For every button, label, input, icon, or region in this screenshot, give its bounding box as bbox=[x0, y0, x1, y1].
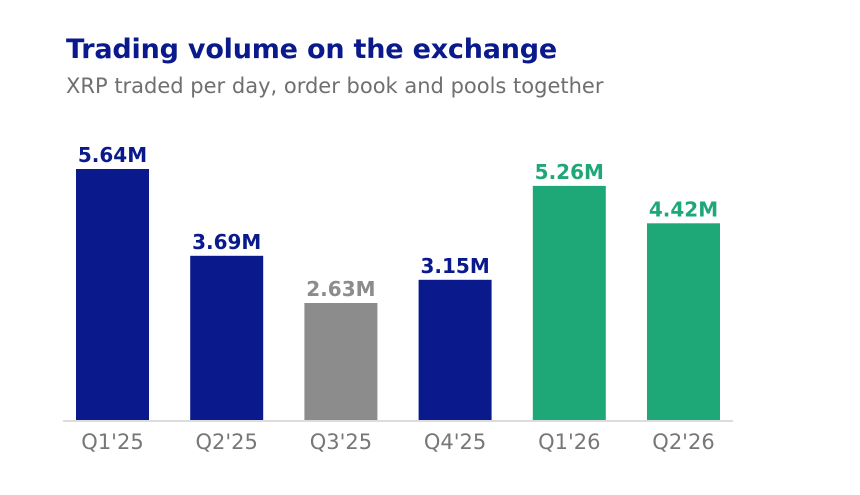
chart-subtitle: XRP traded per day, order book and pools… bbox=[66, 74, 604, 98]
bar-0 bbox=[76, 169, 149, 420]
labels-layer: 5.64M Q1'25 3.69M Q2'25 2.63M Q3'25 3.15M Q4'25… bbox=[78, 143, 718, 454]
bar-5 bbox=[647, 223, 720, 420]
data-label-0: 5.64M bbox=[78, 143, 147, 167]
x-tick-label-2: Q3'25 bbox=[310, 430, 372, 454]
data-label-3: 3.15M bbox=[420, 254, 489, 278]
bar-2 bbox=[304, 303, 378, 420]
chart-title: Trading volume on the exchange bbox=[66, 34, 558, 65]
bar-1 bbox=[190, 255, 264, 420]
data-label-5: 4.42M bbox=[649, 197, 718, 221]
data-label-4: 5.26M bbox=[535, 160, 604, 184]
bars-layer bbox=[76, 169, 720, 420]
x-tick-label-1: Q2'25 bbox=[196, 430, 258, 454]
bar-4 bbox=[532, 185, 606, 420]
x-tick-label-5: Q2'26 bbox=[652, 430, 714, 454]
x-tick-label-4: Q1'26 bbox=[538, 430, 600, 454]
x-tick-label-0: Q1'25 bbox=[81, 430, 143, 454]
x-tick-label-3: Q4'25 bbox=[424, 430, 486, 454]
data-label-1: 3.69M bbox=[192, 230, 261, 254]
bar-3 bbox=[418, 279, 492, 420]
data-label-2: 2.63M bbox=[306, 277, 375, 301]
